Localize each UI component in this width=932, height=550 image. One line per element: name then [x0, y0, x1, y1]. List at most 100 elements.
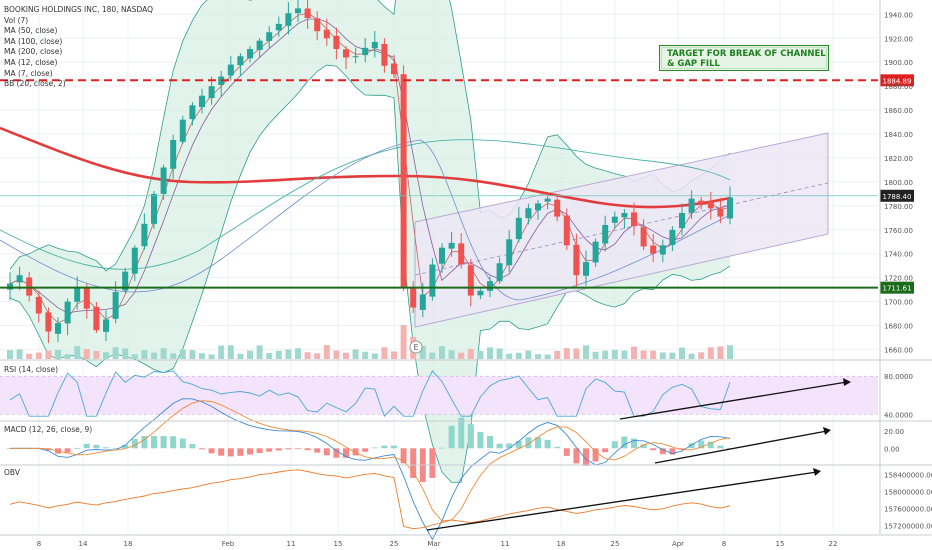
price-tick-label: 1840.00 [884, 131, 913, 139]
volume-bar [573, 348, 580, 359]
candle-body [295, 8, 301, 14]
macd-histogram-bar [333, 448, 340, 458]
candle-body [477, 290, 484, 296]
macd-label[interactable]: MACD (12, 26, close, 9) [4, 425, 93, 434]
ma-7-line [9, 12, 731, 324]
rsi-tick-label: 40.0000 [884, 411, 913, 419]
volume-bar [256, 345, 263, 359]
price-tick-label: 1720.00 [884, 275, 913, 283]
legend-ma50[interactable]: MA (50, close) [4, 26, 58, 36]
macd-histogram-bar [285, 448, 292, 450]
volume-bar [381, 347, 388, 359]
macd-histogram-bar [179, 438, 186, 449]
volume-bar [477, 351, 484, 359]
macd-histogram-bar [141, 436, 148, 449]
volume-bar [688, 353, 695, 359]
macd-histogram-bar [659, 448, 666, 455]
obv-label[interactable]: OBV [4, 468, 20, 477]
volume-bar [304, 352, 311, 359]
volume-bar [659, 352, 666, 359]
macd-histogram-bar [535, 437, 541, 449]
candle-body [419, 294, 426, 310]
volume-bar [64, 354, 71, 359]
macd-histogram-bar [467, 424, 474, 449]
rsi-label[interactable]: RSI (14, close) [4, 365, 59, 374]
volume-bar [669, 352, 676, 359]
candle-body [583, 262, 589, 276]
volume-bar [679, 347, 685, 359]
macd-tick-label: 20.00 [884, 428, 904, 436]
legend-title: BOOKING HOLDINGS INC, 180, NASDAQ [4, 5, 153, 14]
candle-body [698, 200, 705, 204]
candle-body [429, 264, 436, 297]
legend-ma200[interactable]: MA (200, close) [4, 47, 63, 57]
volume-bar [707, 347, 714, 359]
legend-ma7[interactable]: MA (7, close) [4, 68, 53, 78]
macd-trend-arrow [654, 430, 828, 464]
candle-body [487, 281, 493, 291]
macd-histogram-bar [314, 448, 321, 453]
rsi-pane [0, 370, 878, 420]
candle-body [131, 247, 138, 274]
volume-bar [506, 353, 513, 359]
bb-lower [9, 64, 731, 483]
volume-bar [266, 353, 273, 359]
ma-50-line [0, 139, 731, 301]
candle-body [343, 49, 349, 58]
price-tick-label: 1880.00 [884, 83, 913, 91]
legend-ma12[interactable]: MA (12, close) [4, 57, 58, 67]
candle-body [323, 29, 330, 39]
candle-body [64, 301, 71, 324]
macd-histogram-bar [343, 448, 349, 458]
price-tick-label: 1660.00 [884, 346, 913, 354]
volume-bar [439, 346, 445, 359]
candle-body [592, 241, 599, 263]
volume-bar [554, 350, 561, 359]
volume-bar [93, 350, 100, 359]
macd-histogram-bar [602, 448, 609, 453]
volume-bar [122, 348, 129, 359]
ma-12-line [9, 18, 731, 314]
volume-bar [544, 354, 551, 359]
target-annotation[interactable]: TARGET FOR BREAK OF CHANNEL & GAP FILL [659, 45, 829, 71]
x-tick-label: 18 [124, 540, 133, 548]
volume-bar [247, 350, 253, 359]
candle-body [410, 288, 417, 308]
macd-histogram-bar [717, 445, 724, 449]
legend-bb[interactable]: BB (20, close, 2) [4, 79, 66, 89]
annotation-line-2: & GAP FILL [667, 59, 720, 69]
legend-ma100[interactable]: MA (100, close) [4, 36, 63, 46]
channel-midline [414, 182, 829, 276]
volume-bar [16, 349, 23, 359]
candle-body [74, 287, 81, 302]
bollinger-bands [9, 0, 731, 483]
macd-histogram-bar [122, 444, 129, 449]
volume-bar [179, 349, 186, 359]
x-tick-label: 22 [829, 540, 838, 548]
macd-histogram-bar [669, 448, 676, 455]
candle-body [160, 167, 167, 194]
candle-body [717, 208, 724, 217]
moving-averages [0, 12, 731, 324]
volume-bar [112, 347, 119, 359]
price-tick-label: 1900.00 [884, 59, 913, 67]
volume-bar [611, 350, 618, 359]
macd-histogram-bar [515, 441, 522, 449]
volume-bar [26, 353, 33, 359]
legend-vol[interactable]: Vol (7) [4, 15, 29, 25]
candle-body [16, 275, 23, 283]
candle-body [26, 277, 33, 296]
macd-histogram-bar [170, 436, 177, 449]
volume-bar [74, 346, 81, 359]
candle-body [525, 208, 532, 219]
macd-histogram-bar [266, 448, 273, 452]
macd-histogram-bar [237, 448, 244, 456]
candle-body [45, 312, 52, 332]
macd-histogram-bar [707, 441, 714, 449]
volume-bar [458, 352, 465, 359]
volume-bar [83, 349, 90, 359]
earnings-marker-label: E [413, 343, 418, 352]
price-tick-label: 1920.00 [884, 35, 913, 43]
